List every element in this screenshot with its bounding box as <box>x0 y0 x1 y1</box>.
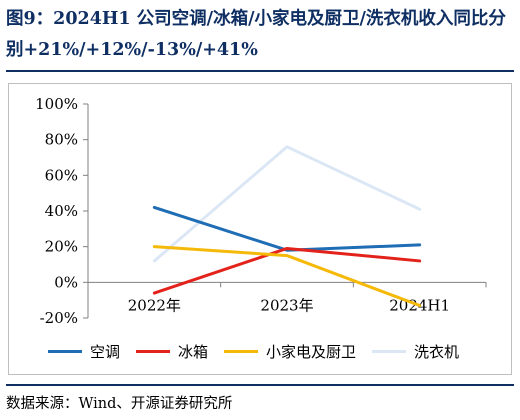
series-line <box>152 205 422 252</box>
y-tick-label: 40% <box>45 202 78 220</box>
chart-legend: 空调 冰箱 小家电及厨卫 洗衣机 <box>48 341 475 362</box>
y-tick-label: 80% <box>45 131 78 149</box>
legend-label-small-appliance: 小家电及厨卫 <box>266 343 357 361</box>
legend-swatch-small-appliance <box>224 350 259 353</box>
y-tick-label: 60% <box>45 166 78 184</box>
footer-divider <box>6 384 514 386</box>
y-tick-label: 20% <box>45 238 78 256</box>
chart-title: 图9：2024H1 公司空调/冰箱/小家电及厨卫/洗衣机收入同比分别+21%/+… <box>6 9 506 60</box>
legend-swatch-washer <box>372 350 407 353</box>
y-tick-label: -20% <box>40 309 78 327</box>
legend-label-ac: 空调 <box>90 343 121 361</box>
series-line <box>152 245 422 308</box>
chart-frame <box>8 83 512 375</box>
legend-label-fridge: 冰箱 <box>178 343 209 361</box>
legend-item-small-appliance: 小家电及厨卫 <box>224 341 356 362</box>
x-tick-label: 2023年 <box>260 296 313 314</box>
series-line <box>152 145 422 263</box>
y-tick-label: 0% <box>54 273 78 291</box>
legend-item-ac: 空调 <box>48 341 120 362</box>
y-tick-label: 100% <box>35 95 78 113</box>
legend-item-fridge: 冰箱 <box>136 341 208 362</box>
x-tick-label: 2022年 <box>128 296 181 314</box>
legend-item-washer: 洗衣机 <box>372 341 459 362</box>
source-note: 数据来源：Wind、开源证券研究所 <box>6 396 233 412</box>
legend-label-washer: 洗衣机 <box>414 343 460 361</box>
title-divider <box>6 70 514 72</box>
legend-swatch-fridge <box>136 350 171 353</box>
legend-swatch-ac <box>48 350 82 353</box>
series-line <box>152 246 422 295</box>
